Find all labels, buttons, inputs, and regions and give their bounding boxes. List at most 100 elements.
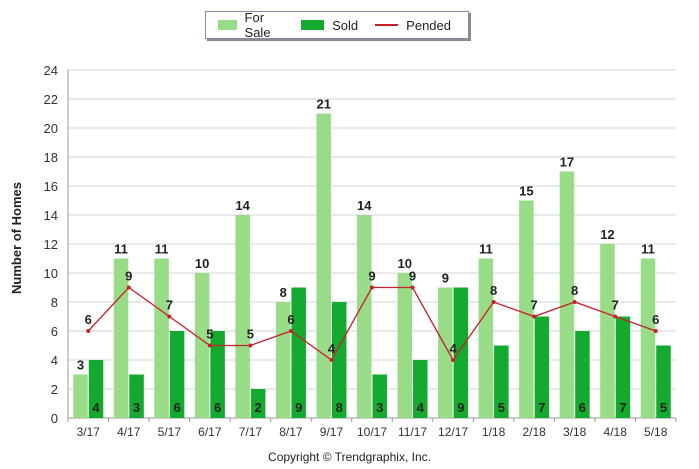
grid	[68, 69, 676, 390]
legend-label-sold: Sold	[332, 17, 359, 33]
data-label-pended: 6	[85, 312, 92, 327]
x-tick-label: 12/17	[438, 425, 468, 439]
bar-for-sale	[600, 244, 615, 418]
data-label-for-sale: 11	[479, 242, 493, 257]
legend-label-pended: Pended	[406, 17, 451, 33]
data-label-sold: 4	[92, 400, 100, 415]
data-label-for-sale: 12	[600, 227, 614, 242]
pended-line	[86, 285, 658, 362]
y-tick-label: 22	[44, 92, 58, 107]
bar-for-sale	[397, 273, 413, 418]
y-tick-label: 8	[51, 295, 58, 310]
x-tick-label: 6/17	[198, 425, 222, 439]
data-label-pended: 7	[612, 298, 619, 313]
data-label-sold: 9	[457, 400, 464, 415]
data-label-pended: 5	[247, 327, 254, 342]
data-label-sold: 3	[376, 400, 383, 415]
bar-for-sale	[235, 215, 250, 418]
x-tick-label: 11/17	[398, 425, 427, 439]
data-label-sold: 5	[660, 400, 667, 415]
data-label-sold: 9	[295, 400, 302, 415]
data-label-sold: 6	[173, 400, 180, 415]
data-label-pended: 9	[368, 269, 375, 284]
data-label-for-sale: 10	[195, 256, 209, 271]
y-axis-title: Number of Homes	[9, 182, 24, 294]
y-tick-label: 16	[44, 179, 58, 194]
bar-for-sale	[194, 273, 210, 418]
data-label-for-sale: 14	[235, 198, 250, 213]
x-tick-label: 4/17	[117, 425, 141, 439]
legend-item-for-sale: For Sale	[218, 10, 284, 40]
y-tick-label: 20	[44, 121, 58, 136]
x-tick-label: 5/17	[158, 425, 182, 439]
x-tick-label: 2/18	[522, 425, 546, 439]
x-tick-label: 9/17	[320, 425, 344, 439]
data-label-for-sale: 14	[357, 198, 372, 213]
x-tick-label: 3/17	[77, 425, 101, 439]
x-tick-label: 8/17	[279, 425, 303, 439]
legend-item-pended: Pended	[375, 18, 451, 33]
x-tick-label: 7/17	[239, 425, 263, 439]
y-tick-label: 14	[44, 208, 58, 223]
data-label-for-sale: 11	[641, 242, 655, 257]
bar-sold	[88, 360, 104, 418]
data-label-for-sale: 3	[77, 358, 84, 373]
data-label-sold: 2	[255, 400, 262, 415]
bar-sold	[169, 331, 185, 418]
y-tick-label: 18	[44, 150, 58, 165]
bar-sold	[656, 345, 671, 418]
bar-for-sale	[73, 374, 88, 418]
data-label-for-sale: 10	[398, 256, 412, 271]
x-tick-label: 1/18	[482, 425, 506, 439]
data-label-sold: 8	[336, 400, 343, 415]
bar-sold	[534, 316, 550, 418]
pended-point	[167, 314, 172, 319]
data-label-pended: 5	[206, 327, 213, 342]
data-label-for-sale: 11	[155, 242, 169, 257]
data-label-for-sale: 8	[280, 285, 287, 300]
y-tick-label: 4	[51, 353, 58, 368]
pended-point	[86, 329, 91, 333]
pended-point	[248, 343, 253, 348]
x-tick-label: 3/18	[563, 425, 587, 439]
bar-sold	[372, 374, 387, 418]
bar-for-sale	[113, 258, 129, 418]
pended-point	[572, 300, 577, 304]
y-tick-label: 10	[44, 266, 58, 281]
data-label-pended: 8	[490, 283, 497, 298]
data-label-sold: 6	[214, 400, 221, 415]
for-sale-swatch	[218, 20, 237, 30]
y-tick-label: 12	[44, 237, 58, 252]
data-label-pended: 9	[125, 269, 132, 284]
data-label-for-sale: 15	[519, 184, 533, 199]
data-label-pended: 8	[571, 283, 578, 298]
x-tick-label: 10/17	[357, 425, 387, 439]
legend-item-sold: Sold	[301, 18, 358, 33]
bar-sold	[413, 360, 428, 418]
legend: For Sale Sold Pended	[205, 10, 469, 40]
data-label-for-sale: 9	[442, 271, 449, 286]
bar-for-sale	[438, 287, 453, 418]
pended-point	[491, 300, 496, 304]
bar-sold	[575, 331, 590, 418]
legend-label-for-sale: For Sale	[244, 10, 271, 40]
data-label-pended: 7	[531, 298, 538, 313]
copyright-footer: Copyright © Trendgraphix, Inc.	[268, 450, 431, 464]
y-tick-label: 6	[51, 324, 58, 339]
bar-for-sale	[275, 302, 291, 418]
sold-swatch	[301, 20, 325, 30]
data-label-pended: 4	[449, 341, 457, 356]
pended-point	[288, 329, 293, 333]
pended-point	[410, 285, 415, 290]
data-label-pended: 6	[652, 312, 659, 327]
bar-sold	[250, 389, 266, 418]
data-label-pended: 4	[328, 341, 336, 356]
pended-point	[370, 285, 374, 290]
bar-for-sale	[519, 200, 534, 418]
y-tick-label: 0	[51, 411, 58, 426]
bar-for-sale	[357, 215, 372, 418]
data-labels: 3 4 11 3 11 6 10 6 14 2 8 9 21 8 14 3 10 4 9 9 11 5 15 7 17 6 12 7 1…	[77, 97, 667, 416]
pended-point	[653, 329, 658, 333]
